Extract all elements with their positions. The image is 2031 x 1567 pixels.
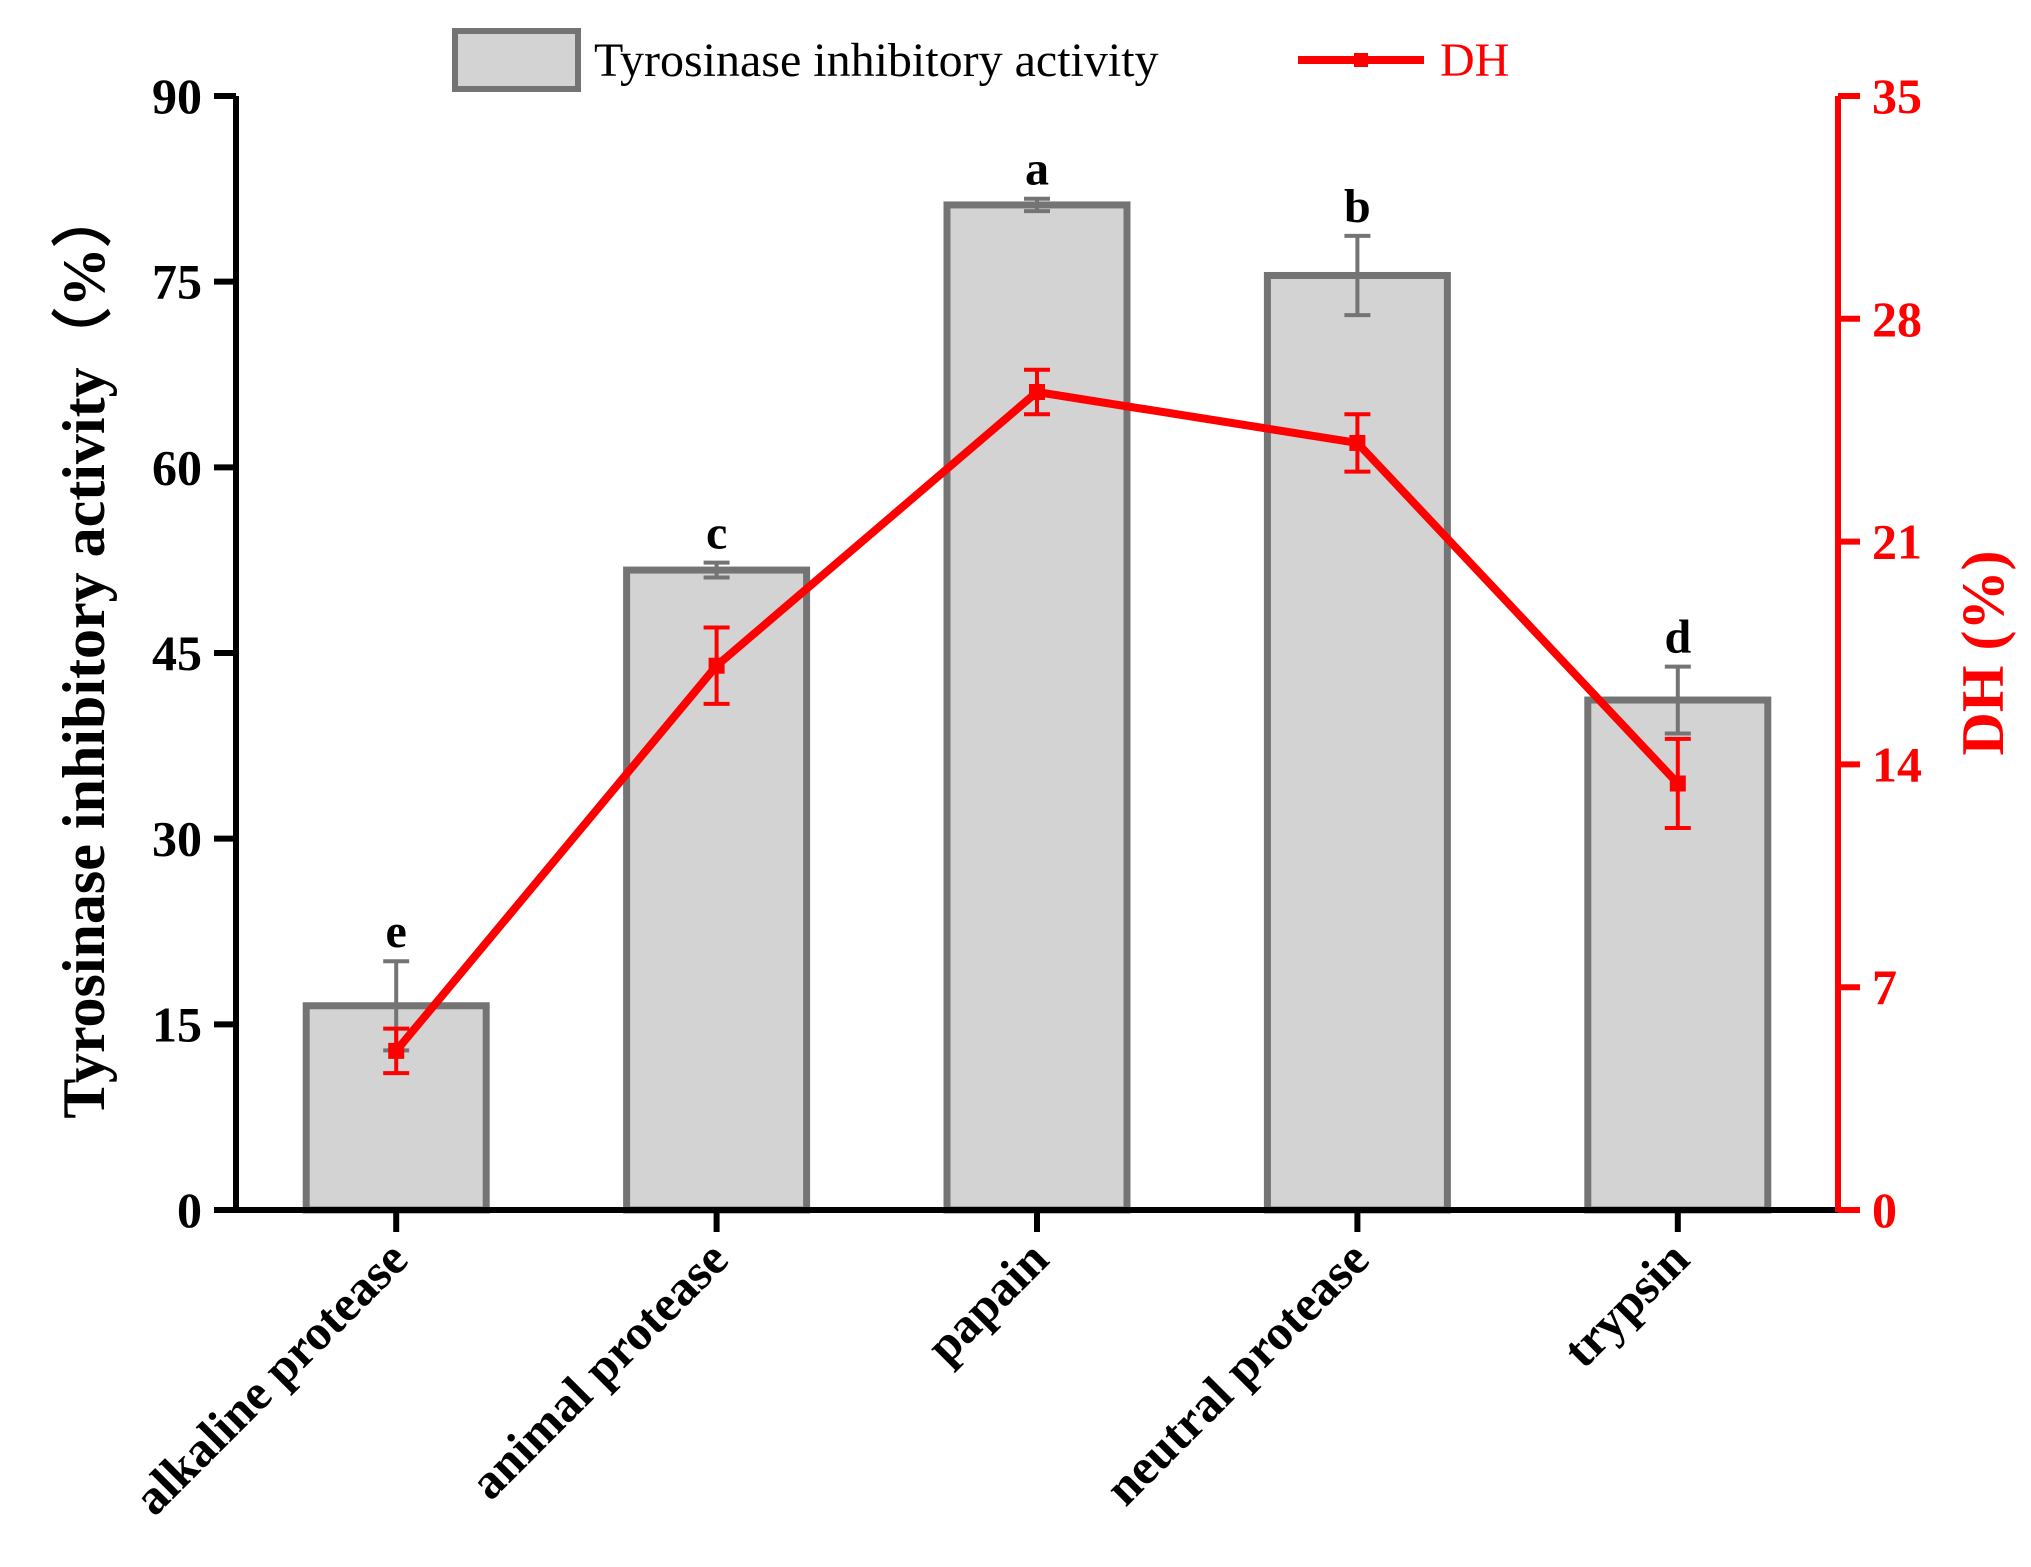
x-category-label: alkaline protease: [123, 1230, 418, 1525]
bar-error-bar: [1344, 233, 1371, 318]
x-category-label: papain: [915, 1230, 1059, 1374]
legend-line-marker: [1354, 53, 1368, 67]
right-tick-label: 35: [1872, 68, 1922, 124]
left-tick-label: 0: [177, 1182, 202, 1238]
x-category-label: animal protease: [459, 1230, 739, 1510]
dh-point: [388, 1042, 405, 1059]
left-tick-label: 30: [152, 811, 202, 867]
dh-point: [1029, 384, 1045, 401]
left-tick-label: 45: [152, 625, 202, 681]
significance-label: c: [706, 507, 727, 560]
bar-trypsin: [1584, 696, 1772, 1214]
bars-layer: [302, 201, 1772, 1214]
dh-point: [1669, 775, 1686, 792]
bar-error-bar: [1024, 196, 1050, 214]
left-tick-label: 90: [152, 68, 202, 124]
left-ticks-layer: 0 15 30 45 60 75 90: [152, 68, 236, 1238]
left-tick-label: 15: [152, 996, 202, 1052]
dh-point: [708, 657, 725, 674]
right-tick-label: 0: [1872, 1182, 1897, 1238]
x-category-label: trypsin: [1552, 1230, 1700, 1378]
legend-bar-swatch: [452, 28, 581, 92]
bar-error-bar: [703, 560, 730, 580]
significance-label: d: [1664, 611, 1691, 664]
right-tick-label: 7: [1872, 959, 1897, 1015]
right-tick-label: 21: [1872, 514, 1922, 570]
right-ticks-layer: 0 7 14 21 28 35: [1838, 68, 1922, 1238]
significance-label: b: [1344, 180, 1371, 233]
right-axis-title: DH (%): [1950, 551, 2016, 756]
right-tick-label: 14: [1872, 736, 1922, 792]
x-category-label: neutral protease: [1094, 1230, 1379, 1515]
significance-label: e: [386, 905, 407, 958]
legend-line-label: DH: [1440, 34, 1509, 87]
left-axis-title: Tyrosinase inhibitory activity（%）: [50, 187, 117, 1118]
significance-label: a: [1025, 143, 1049, 196]
right-tick-label: 28: [1872, 291, 1922, 347]
bar-error-bar: [1664, 664, 1691, 736]
dh-point: [1349, 434, 1366, 451]
legend: Tyrosinase inhibitory activity DH: [452, 28, 1509, 92]
dh-line-layer: [383, 367, 1691, 1076]
significance-labels: e c a b d: [386, 143, 1692, 958]
bar-papain: [943, 201, 1131, 1214]
legend-bar-label: Tyrosinase inhibitory activity: [594, 34, 1159, 87]
left-tick-label: 75: [152, 254, 202, 310]
x-ticks-layer: alkaline protease animal protease papain ne…: [123, 1210, 1700, 1525]
left-tick-label: 60: [152, 439, 202, 495]
